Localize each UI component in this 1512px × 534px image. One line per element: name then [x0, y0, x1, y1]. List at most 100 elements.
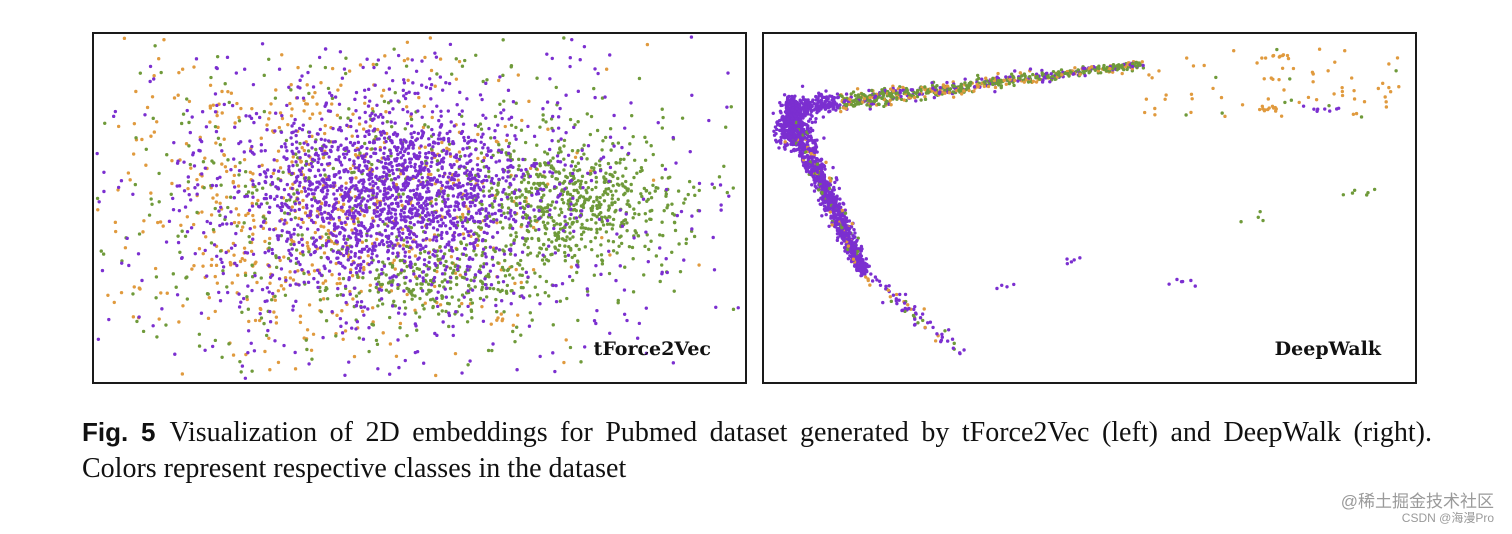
scatter-point — [533, 271, 536, 274]
scatter-point — [270, 175, 273, 178]
scatter-point — [603, 199, 606, 202]
scatter-point — [485, 295, 488, 298]
scatter-point — [476, 193, 479, 196]
scatter-point — [294, 216, 297, 219]
scatter-point — [577, 90, 580, 93]
scatter-point — [651, 184, 654, 187]
scatter-point — [438, 284, 441, 287]
scatter-point — [535, 173, 538, 176]
scatter-point — [294, 134, 297, 137]
scatter-point — [127, 171, 130, 174]
scatter-point — [390, 141, 393, 144]
scatter-point — [177, 241, 180, 244]
scatter-point — [687, 193, 690, 196]
scatter-point — [586, 112, 589, 115]
scatter-point — [1046, 75, 1049, 78]
scatter-point — [428, 143, 431, 146]
scatter-point — [433, 276, 436, 279]
scatter-point — [383, 183, 386, 186]
scatter-point — [184, 205, 187, 208]
scatter-point — [329, 260, 332, 263]
scatter-point — [625, 221, 628, 224]
scatter-point — [243, 150, 246, 153]
scatter-point — [325, 232, 328, 235]
scatter-point — [309, 253, 312, 256]
scatter-point — [468, 178, 471, 181]
scatter-point — [215, 130, 218, 133]
scatter-point — [579, 360, 582, 363]
scatter-point — [325, 319, 328, 322]
scatter-point — [273, 295, 276, 298]
scatter-point — [430, 69, 433, 72]
scatter-point — [265, 123, 268, 126]
scatter-point — [889, 103, 892, 106]
scatter-point — [433, 285, 436, 288]
scatter-point — [346, 247, 349, 250]
scatter-point — [447, 325, 450, 328]
scatter-point — [501, 206, 504, 209]
scatter-point — [569, 213, 572, 216]
scatter-point — [600, 148, 603, 151]
scatter-point — [839, 110, 842, 113]
scatter-point — [193, 186, 196, 189]
scatter-point — [408, 256, 411, 259]
scatter-point — [371, 188, 374, 191]
scatter-point — [629, 101, 632, 104]
scatter-point — [409, 217, 412, 220]
scatter-point — [325, 185, 328, 188]
scatter-point — [478, 220, 481, 223]
scatter-point — [476, 163, 479, 166]
scatter-point — [205, 125, 208, 128]
scatter-point — [374, 244, 377, 247]
scatter-point — [300, 218, 303, 221]
scatter-point — [172, 208, 175, 211]
scatter-point — [366, 160, 369, 163]
scatter-point — [474, 148, 477, 151]
scatter-point — [528, 216, 531, 219]
scatter-point — [202, 160, 205, 163]
scatter-point — [503, 252, 506, 255]
scatter-point — [268, 228, 271, 231]
scatter-point — [381, 239, 384, 242]
tforce2vec-panel: tForce2Vec — [92, 32, 747, 384]
scatter-point — [441, 309, 444, 312]
scatter-point — [1141, 60, 1144, 63]
scatter-point — [208, 120, 211, 123]
scatter-point — [577, 191, 580, 194]
scatter-point — [374, 147, 377, 150]
scatter-point — [257, 182, 260, 185]
scatter-point — [222, 272, 225, 275]
scatter-point — [268, 310, 271, 313]
scatter-point — [607, 162, 610, 165]
scatter-point — [452, 217, 455, 220]
scatter-point — [409, 143, 412, 146]
scatter-point — [526, 275, 529, 278]
scatter-point — [558, 107, 561, 110]
scatter-point — [319, 147, 322, 150]
scatter-point — [180, 230, 183, 233]
scatter-point — [283, 188, 286, 191]
scatter-point — [249, 149, 252, 152]
scatter-point — [453, 231, 456, 234]
scatter-point — [408, 233, 411, 236]
scatter-point — [870, 89, 873, 92]
scatter-point — [441, 320, 444, 323]
scatter-point — [620, 242, 623, 245]
scatter-point — [485, 232, 488, 235]
scatter-point — [471, 258, 474, 261]
scatter-point — [402, 154, 405, 157]
scatter-point — [458, 182, 461, 185]
scatter-point — [362, 338, 365, 341]
scatter-point — [461, 213, 464, 216]
scatter-point — [382, 89, 385, 92]
scatter-point — [280, 209, 283, 212]
scatter-point — [995, 76, 998, 79]
scatter-point — [343, 196, 346, 199]
scatter-point — [382, 156, 385, 159]
scatter-point — [450, 178, 453, 181]
scatter-point — [1094, 69, 1097, 72]
scatter-point — [388, 217, 391, 220]
scatter-point — [535, 144, 538, 147]
scatter-point — [252, 152, 255, 155]
scatter-point — [599, 169, 602, 172]
